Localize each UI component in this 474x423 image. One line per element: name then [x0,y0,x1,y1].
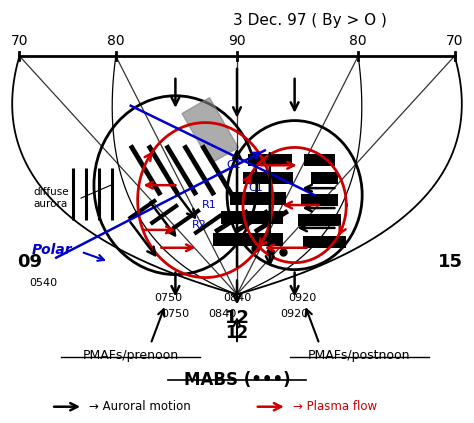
Text: 09: 09 [17,253,42,271]
Text: 70: 70 [446,34,463,48]
Bar [213,233,283,246]
Text: 3 Dec. 97 ( By > O ): 3 Dec. 97 ( By > O ) [233,13,386,28]
Text: → Plasma flow: → Plasma flow [292,400,377,413]
Text: 0540: 0540 [29,277,57,288]
Text: 90: 90 [228,34,246,48]
Text: 15: 15 [438,253,463,271]
Bar [221,212,283,225]
Text: C1: C1 [248,183,263,193]
Text: diffuse
aurora: diffuse aurora [33,187,69,209]
Text: MABS (•••): MABS (•••) [184,371,290,389]
Bar [303,154,335,166]
Text: 12: 12 [226,324,248,342]
Text: 0840: 0840 [209,309,237,319]
Text: → Auroral motion: → Auroral motion [89,400,191,413]
Bar [310,172,338,184]
Text: 0750: 0750 [155,294,182,303]
Bar [298,214,341,226]
Text: 70: 70 [11,34,28,48]
Bar [243,172,292,184]
Text: 0920: 0920 [281,309,309,319]
Text: 12: 12 [225,309,249,327]
Text: 0920: 0920 [289,294,317,303]
Text: 0750: 0750 [161,309,190,319]
Bar [302,236,346,248]
Text: 80: 80 [107,34,125,48]
Bar [230,192,286,205]
Text: C2: C2 [226,160,241,170]
Text: 0840: 0840 [223,294,251,303]
Bar [182,98,238,163]
Text: R1: R1 [202,200,217,210]
Text: PMAFs/prenoon: PMAFs/prenoon [82,349,179,362]
Text: R2: R2 [192,220,207,230]
Text: 80: 80 [349,34,367,48]
Text: PMAFs/postnoon: PMAFs/postnoon [308,349,410,362]
Bar [248,154,292,166]
Bar [301,194,338,206]
Text: Polar: Polar [31,243,72,257]
